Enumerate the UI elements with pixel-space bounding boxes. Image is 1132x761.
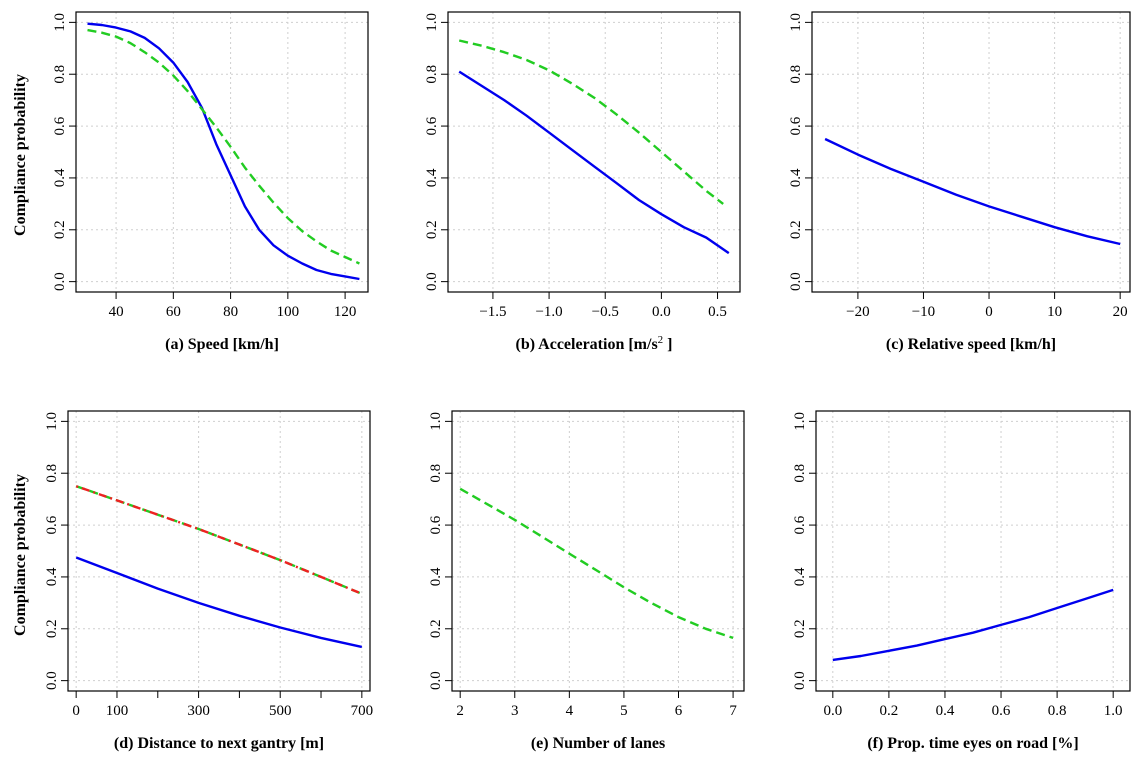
x-tick-label: 100 <box>277 304 300 320</box>
y-tick-label: 0.6 <box>52 116 68 135</box>
y-tick-label: 0.4 <box>52 168 68 187</box>
plot-frame <box>811 11 1131 293</box>
y-tick-label: 0.2 <box>424 220 440 239</box>
x-tick-label: 0 <box>985 304 993 320</box>
x-tick-label: −1.0 <box>535 304 562 320</box>
x-tick-label: −0.5 <box>592 304 619 320</box>
chart-panel-6: 0.0 0.2 0.4 0.6 0.8 1.0 0.0 0.2 0.4 0.6 0.8 1.0 (f) … <box>792 410 1131 752</box>
y-tick-label: 0.4 <box>428 567 444 586</box>
y-tick-label: 0.2 <box>792 619 808 638</box>
y-tick-label: 0.6 <box>44 515 60 534</box>
y-axis-label-top: Compliance probability <box>12 74 29 236</box>
x-tick-label: −10 <box>912 304 935 320</box>
x-axis-label: (c) Relative speed [km/h] <box>886 336 1056 353</box>
x-tick-label: 0 <box>72 703 80 719</box>
y-tick-label: 1.0 <box>44 412 60 431</box>
y-tick-label: 0.2 <box>428 619 444 638</box>
x-tick-label: 0.5 <box>708 304 727 320</box>
x-tick-label: 500 <box>269 703 292 719</box>
x-tick-label: 700 <box>351 703 374 719</box>
x-tick-label: 1.0 <box>1104 703 1123 719</box>
y-tick-label: 0.8 <box>788 65 804 84</box>
x-tick-label: 3 <box>511 703 519 719</box>
plot-frame <box>447 11 741 293</box>
series-line-dashed <box>459 487 734 640</box>
x-axis-label: (a) Speed [km/h] <box>165 336 279 353</box>
x-tick-label: 6 <box>675 703 683 719</box>
y-tick-label: 0.4 <box>44 567 60 586</box>
x-tick-label: 0.2 <box>880 703 899 719</box>
x-tick-label: 100 <box>106 703 129 719</box>
x-tick-label: 0.0 <box>823 703 842 719</box>
x-axis-label: (f) Prop. time eyes on road [%] <box>867 735 1078 752</box>
y-tick-label: 0.8 <box>792 464 808 483</box>
x-tick-label: 5 <box>620 703 628 719</box>
y-tick-label: 0.4 <box>788 168 804 187</box>
x-tick-label: 0.4 <box>936 703 955 719</box>
y-tick-label: 0.4 <box>424 168 440 187</box>
x-tick-label: 10 <box>1047 304 1062 320</box>
y-tick-label: 1.0 <box>792 412 808 431</box>
y-tick-label: 1.0 <box>52 13 68 32</box>
y-tick-label: 1.0 <box>424 13 440 32</box>
series-line-dashed <box>87 28 360 265</box>
x-axis-label: (b) Acceleration [m/s2 ] <box>515 334 672 353</box>
x-tick-label: 300 <box>187 703 210 719</box>
y-tick-label: 0.0 <box>52 272 68 291</box>
y-tick-label: 0.0 <box>788 272 804 291</box>
series-line-solid <box>832 588 1114 662</box>
chart-panel-1: 40 60 80 100 120 0.0 0.2 0.4 0.6 0.8 1.0 (a) Speed … <box>52 11 369 353</box>
y-tick-label: 0.0 <box>424 272 440 291</box>
y-tick-label: 0.6 <box>788 116 804 135</box>
y-tick-label: 0.8 <box>44 464 60 483</box>
x-tick-label: 20 <box>1113 304 1128 320</box>
x-tick-label: 2 <box>456 703 464 719</box>
x-tick-label: 0.0 <box>652 304 671 320</box>
y-tick-label: 0.2 <box>52 220 68 239</box>
y-tick-label: 0.6 <box>792 515 808 534</box>
y-tick-label: 0.8 <box>428 464 444 483</box>
x-tick-label: 0.6 <box>992 703 1011 719</box>
x-tick-label: 4 <box>566 703 574 719</box>
chart-panel-2: −1.5 −1.0 −0.5 0.0 0.5 0.0 0.2 0.4 0.6 0.8 1.0 (b) … <box>424 11 741 353</box>
series-line-solid <box>458 70 730 255</box>
x-axis-label: (d) Distance to next gantry [m] <box>114 735 324 752</box>
series-line-solid <box>87 22 360 281</box>
chart-panel-5: 2 3 4 5 6 7 0.0 0.2 0.4 0.6 0.8 1.0 (e) Number of la… <box>428 410 745 752</box>
y-tick-label: 0.4 <box>792 567 808 586</box>
y-tick-label: 0.0 <box>44 671 60 690</box>
y-tick-label: 0.2 <box>44 619 60 638</box>
y-tick-label: 0.2 <box>788 220 804 239</box>
x-tick-label: −1.5 <box>479 304 506 320</box>
x-tick-label: 80 <box>223 304 238 320</box>
series-line-dashed <box>458 39 724 205</box>
y-axis-label-bottom: Compliance probability <box>12 474 29 636</box>
x-tick-label: 0.8 <box>1048 703 1067 719</box>
series-line-solid <box>75 556 363 649</box>
series-line-solid <box>824 137 1121 246</box>
x-tick-label: 120 <box>334 304 357 320</box>
chart-panel-3: −20 −10 0 10 20 0.0 0.2 0.4 0.6 0.8 1.0 (c) Relativ… <box>788 11 1131 353</box>
x-tick-label: −20 <box>846 304 869 320</box>
y-tick-label: 0.8 <box>52 65 68 84</box>
plot-frame <box>451 410 745 692</box>
plot-frame <box>75 11 369 293</box>
y-tick-label: 0.6 <box>424 116 440 135</box>
y-tick-label: 0.8 <box>424 65 440 84</box>
plot-frame <box>815 410 1131 692</box>
y-tick-label: 0.6 <box>428 515 444 534</box>
x-axis-label: (e) Number of lanes <box>531 735 665 752</box>
chart-panel-4: 0 100 300 500 700 0.0 0.2 0.4 0.6 0.8 1.0 (d) Dista… <box>44 410 374 752</box>
y-tick-label: 0.0 <box>792 671 808 690</box>
x-tick-label: 40 <box>109 304 124 320</box>
y-tick-label: 1.0 <box>428 412 444 431</box>
x-tick-label: 7 <box>729 703 737 719</box>
y-tick-label: 0.0 <box>428 671 444 690</box>
series-line-dotdash <box>75 485 363 595</box>
x-tick-label: 60 <box>166 304 181 320</box>
y-tick-label: 1.0 <box>788 13 804 32</box>
plot-frame <box>67 410 371 692</box>
